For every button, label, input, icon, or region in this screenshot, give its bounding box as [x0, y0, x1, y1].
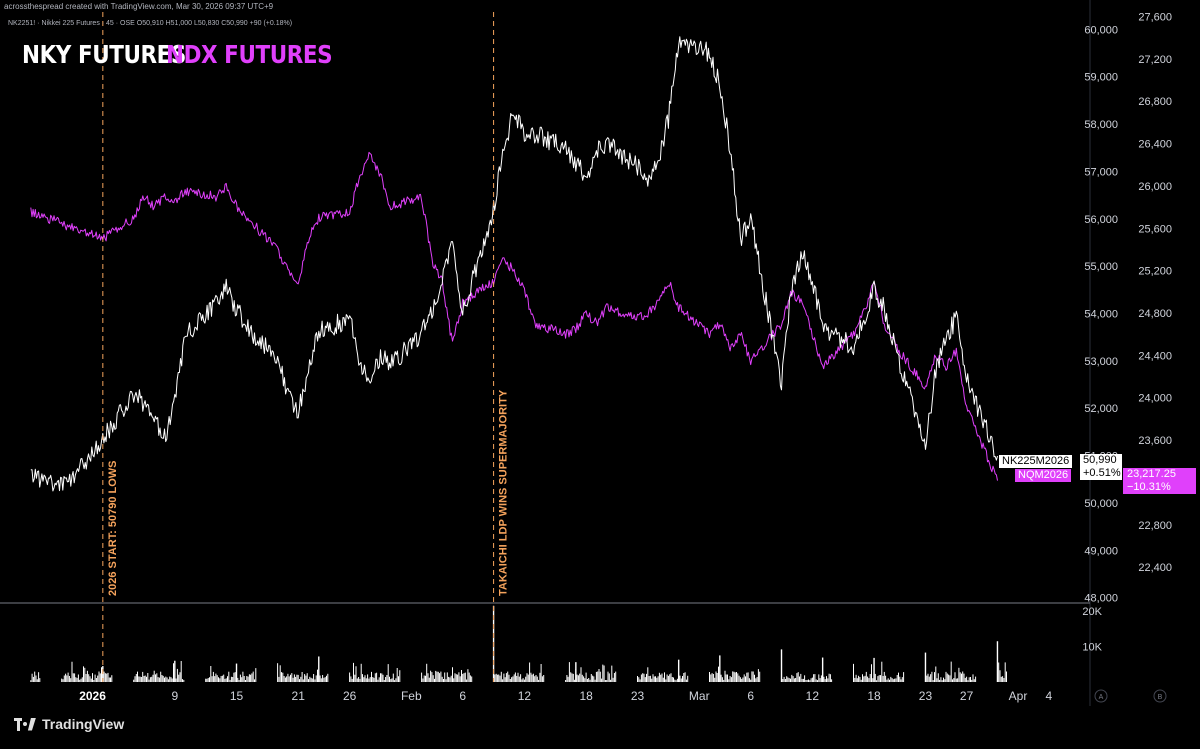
axis-toggle-label: A [1099, 694, 1104, 701]
ndx-axis-tick-label: 23,600 [1138, 435, 1172, 447]
x-axis-tick-label: Feb [401, 689, 422, 703]
ndx-axis-tick-label: 26,800 [1138, 96, 1172, 108]
ndx-symbol-tag[interactable]: NQM2026 [1015, 469, 1072, 482]
nky-axis-tick-label: 49,000 [1084, 545, 1118, 557]
nky-axis-tick-label: 58,000 [1084, 119, 1118, 131]
x-axis-tick-label: 15 [230, 689, 244, 703]
x-axis-tick-label: 2026 [79, 689, 106, 703]
x-axis-tick-label: 12 [806, 689, 820, 703]
ndx-axis-tick-label: 22,800 [1138, 520, 1172, 532]
ndx-axis-tick-label: 22,400 [1138, 562, 1172, 574]
ndx-axis-tick-label: 25,600 [1138, 223, 1172, 235]
nky-axis-tick-label: 57,000 [1084, 166, 1118, 178]
x-axis-tick-label: 9 [171, 689, 178, 703]
title-ndx-futures: NDX FUTURES [166, 40, 333, 69]
ndx-axis-tick-label: 24,000 [1138, 393, 1172, 405]
footer-bar [0, 706, 1200, 744]
ndx-axis-tick-label: 24,400 [1138, 350, 1172, 362]
nky-axis-tick-label: 53,000 [1084, 356, 1118, 368]
axis-toggle-label: B [1158, 694, 1163, 701]
annotation-label: 2026 START: 50790 LOWS [107, 460, 119, 596]
x-axis-tick-label: 18 [867, 689, 881, 703]
x-axis-tick-label: 18 [579, 689, 593, 703]
ndx-axis-tick-label: 26,000 [1138, 181, 1172, 193]
x-axis-tick-label: 6 [747, 689, 754, 703]
ndx-axis-tick-label: 25,200 [1138, 266, 1172, 278]
nky-axis-tick-label: 54,000 [1084, 308, 1118, 320]
annotation-label: TAKAICHI LDP WINS SUPERMAJORITY [498, 389, 510, 596]
nky-axis-tick-label: 52,000 [1084, 403, 1118, 415]
nky-axis-tick-label: 59,000 [1084, 72, 1118, 84]
nky-symbol-tag[interactable]: NK225M2026 [998, 454, 1074, 469]
x-axis-tick-label: 26 [343, 689, 357, 703]
nky-axis-tick-label: 50,000 [1084, 498, 1118, 510]
x-axis-tick-label: 12 [518, 689, 532, 703]
nky-series-line[interactable] [30, 36, 998, 492]
symbol-legend[interactable]: NK2251! · Nikkei 225 Futures · 45 · OSE … [8, 20, 293, 27]
nky-axis-tick-label: 60,000 [1084, 24, 1118, 36]
ndx-change-tag: −10.31% [1124, 481, 1196, 494]
nky-axis-tick-label: 56,000 [1084, 214, 1118, 226]
x-axis-tick-label: 27 [960, 689, 974, 703]
nky-price-tag: 50,990 [1080, 454, 1122, 467]
tradingview-mark-icon [14, 717, 36, 731]
axis-toggle-button[interactable] [1094, 689, 1108, 703]
x-axis-tick-label: 23 [919, 689, 933, 703]
volume-axis-tick-label: 10K [1082, 642, 1102, 654]
x-axis-tick-label: 4 [1046, 689, 1053, 703]
ndx-axis-tick-label: 27,200 [1138, 54, 1172, 66]
tradingview-brand: TradingView [42, 716, 125, 732]
ndx-series-line[interactable] [30, 151, 998, 481]
x-axis-tick-label: 23 [631, 689, 645, 703]
ndx-price-tag: 23,217.25 [1124, 468, 1196, 481]
title-nky-futures: NKY FUTURES [22, 40, 186, 69]
ndx-axis-tick-label: 24,800 [1138, 308, 1172, 320]
ndx-axis-tick-label: 27,600 [1138, 11, 1172, 23]
x-axis-tick-label: 21 [292, 689, 306, 703]
nky-axis-tick-label: 48,000 [1084, 593, 1118, 605]
nky-axis-tick-label: 55,000 [1084, 261, 1118, 273]
volume-axis-tick-label: 20K [1082, 606, 1102, 618]
x-axis-tick-label: Apr [1009, 689, 1028, 703]
nky-change-tag: +0.51% [1080, 467, 1122, 480]
axis-toggle-button[interactable] [1153, 689, 1167, 703]
ndx-axis-tick-label: 26,400 [1138, 139, 1172, 151]
credit-line: acrossthespread created with TradingView… [4, 2, 274, 11]
x-axis-tick-label: 6 [459, 689, 466, 703]
x-axis-tick-label: Mar [689, 689, 710, 703]
tradingview-logo[interactable]: TradingView [14, 716, 124, 732]
